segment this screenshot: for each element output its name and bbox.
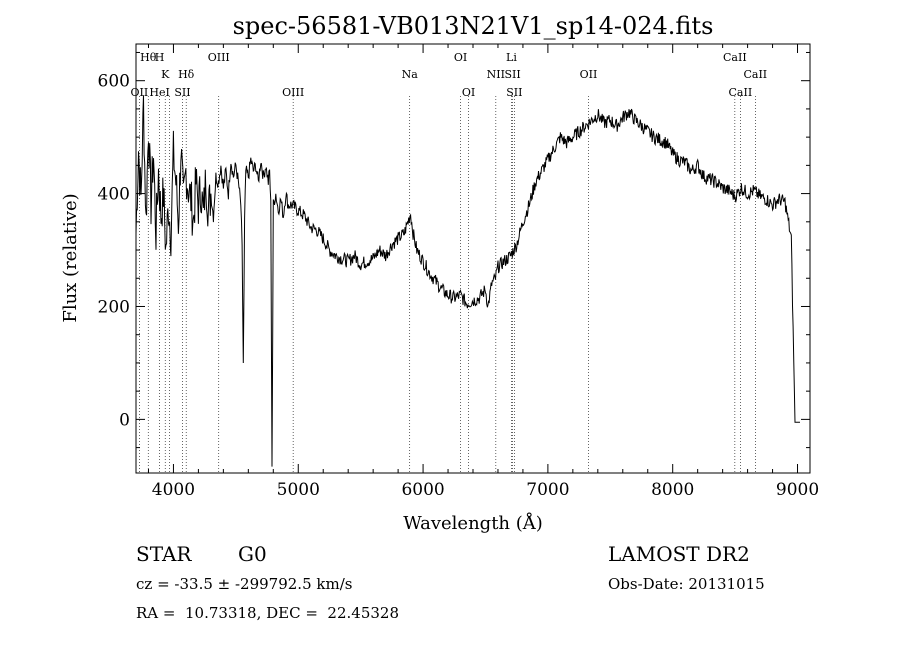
line-label-5: CaII <box>723 51 747 64</box>
line-label-4: Li <box>506 51 517 64</box>
line-label-7: Hδ <box>178 68 195 81</box>
line-label-0: Hθ <box>140 51 157 64</box>
observation-date: Obs-Date: 20131015 <box>608 575 765 593</box>
y-axis-label: Flux (relative) <box>60 193 81 322</box>
x-tick-label-1: 5000 <box>277 480 320 500</box>
line-label-13: OII <box>131 86 149 99</box>
x-tick-label-5: 9000 <box>776 480 819 500</box>
series-line-flux <box>135 95 800 467</box>
y-tick-label-0: 0 <box>119 410 130 430</box>
object-subclass: G0 <box>238 542 267 566</box>
x-tick-label-2: 6000 <box>401 480 444 500</box>
coordinates-readout: RA = 10.73318, DEC = 22.45328 <box>136 604 400 622</box>
line-label-19: CaII <box>729 86 753 99</box>
line-label-1: H <box>155 51 165 64</box>
line-label-8: Na <box>402 68 419 81</box>
line-label-17: OI <box>462 86 475 99</box>
y-tick-label-1: 200 <box>98 297 130 317</box>
x-axis-label: Wavelength (Å) <box>403 512 543 534</box>
redshift-readout: cz = -33.5 ± -299792.5 km/s <box>136 575 353 593</box>
line-label-2: OIII <box>208 51 230 64</box>
line-label-15: SII <box>174 86 190 99</box>
x-tick-label-3: 7000 <box>526 480 569 500</box>
line-label-11: OII <box>580 68 598 81</box>
line-label-9: NII <box>487 68 505 81</box>
line-label-12: CaII <box>743 68 767 81</box>
line-label-10: SII <box>504 68 520 81</box>
x-tick-label-0: 4000 <box>152 480 195 500</box>
y-axis: 0 200 400 600 <box>98 51 810 449</box>
line-label-16: OIII <box>282 86 304 99</box>
survey-name: LAMOST DR2 <box>608 542 750 566</box>
chart-title: spec-56581-VB013N21V1_sp14-024.fits <box>233 12 714 40</box>
x-tick-label-4: 8000 <box>651 480 694 500</box>
line-marker-group <box>139 96 756 473</box>
line-label-14: HeI <box>149 86 169 99</box>
line-label-3: OI <box>454 51 467 64</box>
line-label-6: K <box>161 68 170 81</box>
y-tick-label-3: 600 <box>98 72 130 92</box>
object-class: STAR <box>136 542 192 566</box>
x-axis: 4000 5000 6000 7000 8000 9000 <box>147 44 819 500</box>
line-label-18: SII <box>506 86 522 99</box>
y-tick-label-2: 400 <box>98 185 130 205</box>
plot-frame <box>135 43 811 474</box>
